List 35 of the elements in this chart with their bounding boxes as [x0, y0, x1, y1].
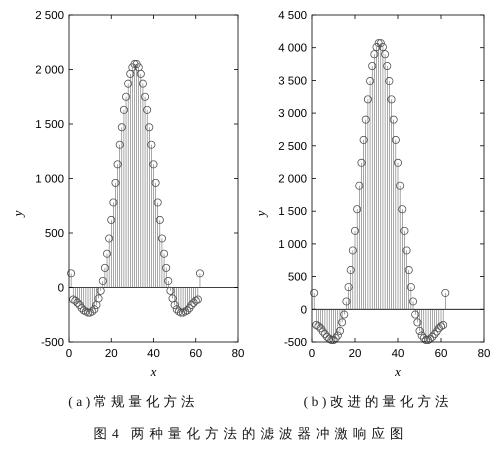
x-tick-label: 20 — [348, 348, 362, 360]
title: (a)常规量化方法 — [68, 394, 199, 409]
y-tick-label: 2 500 — [278, 140, 307, 153]
y-tick-label: 0 — [58, 282, 64, 294]
x-tick-label: 60 — [189, 348, 202, 360]
annotation: 图4 两种量化方法的滤波器冲激响应图 — [93, 426, 409, 441]
y-tick-label: 0 — [300, 304, 307, 316]
y-tick-label: 4 000 — [278, 42, 307, 55]
x-tick-label: 0 — [308, 348, 316, 360]
xlabel: x — [150, 364, 156, 379]
y-tick-label: 1 500 — [278, 206, 307, 218]
ylabel: y — [10, 210, 25, 216]
y-tick-label: 3 000 — [278, 108, 307, 120]
y-tick-label: 1 000 — [278, 238, 307, 251]
y-tick-label: 3 500 — [278, 75, 307, 88]
y-tick-label: 500 — [288, 272, 307, 284]
y-tick-label: 2 000 — [35, 64, 64, 76]
y-tick-label: -500 — [284, 337, 307, 349]
title: (b)改进的量化方法 — [304, 394, 452, 409]
y-tick-label: 500 — [44, 228, 64, 240]
y-tick-label: 1 500 — [35, 119, 64, 131]
x-tick-label: 40 — [392, 348, 404, 360]
y-tick-label: 4 500 — [278, 10, 307, 22]
x-tick-label: 60 — [434, 348, 448, 360]
x-tick-label: 80 — [232, 348, 244, 360]
x-tick-label: 80 — [478, 348, 490, 360]
x-tick-label: 40 — [147, 348, 160, 360]
y-tick-label: 1 000 — [35, 174, 64, 186]
ylabel: y — [253, 210, 268, 216]
xlabel: x — [395, 364, 401, 379]
x-tick-label: 20 — [104, 348, 118, 360]
y-tick-label: 2 500 — [35, 10, 64, 22]
y-tick-label: 2 000 — [278, 174, 307, 186]
x-tick-label: 0 — [66, 348, 72, 360]
y-tick-label: -500 — [40, 337, 64, 349]
